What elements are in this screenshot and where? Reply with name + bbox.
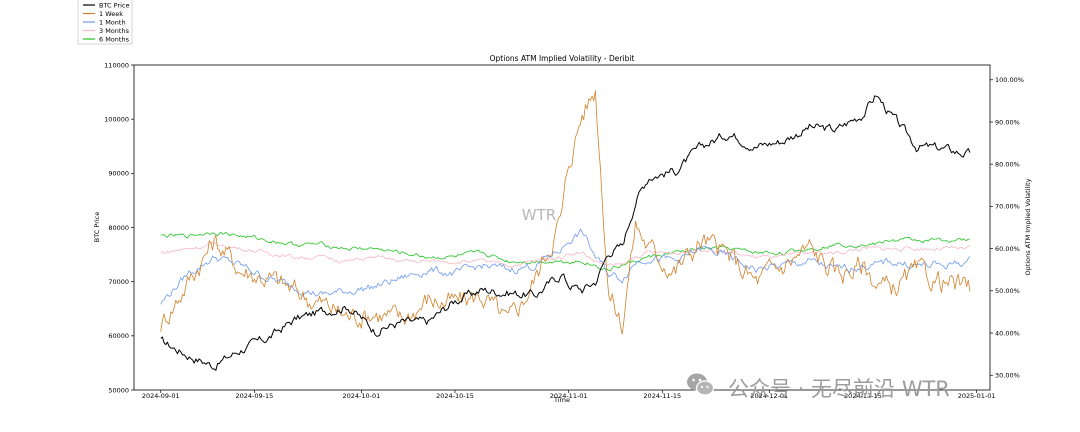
left-tick-label: 80000 bbox=[108, 224, 129, 232]
right-tick-label: 80.00% bbox=[995, 160, 1020, 168]
series-line-1-week bbox=[160, 90, 971, 335]
left-axis-label: BTC Price bbox=[93, 212, 101, 243]
right-tick-label: 100.00% bbox=[995, 76, 1024, 84]
x-axis: 2024-09-01 2024-09-15 2024-10-01 2024-10-15… bbox=[142, 390, 996, 400]
left-tick-label: 110000 bbox=[104, 61, 129, 69]
right-tick-label: 50.00% bbox=[995, 287, 1020, 295]
right-tick-label: 60.00% bbox=[995, 245, 1020, 253]
left-tick-label: 60000 bbox=[108, 332, 129, 340]
x-tick-label: 2024-11-01 bbox=[550, 392, 588, 400]
right-axis: 30.00% 40.00% 50.00% 60.00% 70.00% 80.00% 90.0… bbox=[990, 76, 1024, 380]
wechat-watermark: 公众号 · 无尽前沿 WTR bbox=[687, 373, 950, 401]
x-tick-label: 2024-12-15 bbox=[844, 392, 882, 400]
left-tick-label: 100000 bbox=[104, 115, 129, 123]
left-tick-label: 90000 bbox=[108, 170, 129, 178]
series-layer bbox=[160, 90, 971, 371]
wtr-annotation: WTR bbox=[522, 206, 556, 224]
right-axis-label: Options ATM Implied Volatility bbox=[1024, 178, 1032, 275]
series-line-1-month bbox=[160, 228, 971, 305]
x-tick-label: 2024-10-01 bbox=[342, 392, 380, 400]
legend-label: BTC Price bbox=[99, 1, 130, 9]
watermark-text: 公众号 · 无尽前沿 WTR bbox=[728, 377, 950, 401]
left-tick-label: 50000 bbox=[108, 386, 129, 394]
x-tick-label: 2024-12-01 bbox=[750, 392, 788, 400]
x-tick-label: 2025-01-01 bbox=[958, 392, 996, 400]
x-tick-label: 2024-09-15 bbox=[235, 392, 273, 400]
legend-label: 1 Month bbox=[99, 18, 126, 26]
right-tick-label: 30.00% bbox=[995, 372, 1020, 380]
series-line-6-months bbox=[160, 231, 970, 272]
right-tick-label: 40.00% bbox=[995, 329, 1020, 337]
left-tick-label: 70000 bbox=[108, 278, 129, 286]
right-tick-label: 90.00% bbox=[995, 118, 1020, 126]
legend-label: 1 Week bbox=[99, 10, 123, 18]
x-tick-label: 2024-09-01 bbox=[142, 392, 180, 400]
legend-label: 3 Months bbox=[99, 27, 130, 35]
x-tick-label: 2024-10-15 bbox=[436, 392, 474, 400]
right-tick-label: 70.00% bbox=[995, 203, 1020, 211]
wechat-icon bbox=[687, 373, 715, 396]
left-axis: 50000 60000 70000 80000 90000 100000 110000 bbox=[104, 61, 134, 394]
x-axis-label: Time bbox=[553, 396, 570, 404]
x-tick-label: 2024-11-15 bbox=[643, 392, 681, 400]
series-line-3-months bbox=[160, 241, 970, 268]
legend-label: 6 Months bbox=[99, 35, 130, 43]
chart-title: Options ATM Implied Volatility - Deribit bbox=[490, 54, 635, 63]
series-line-btc-price bbox=[160, 95, 971, 371]
